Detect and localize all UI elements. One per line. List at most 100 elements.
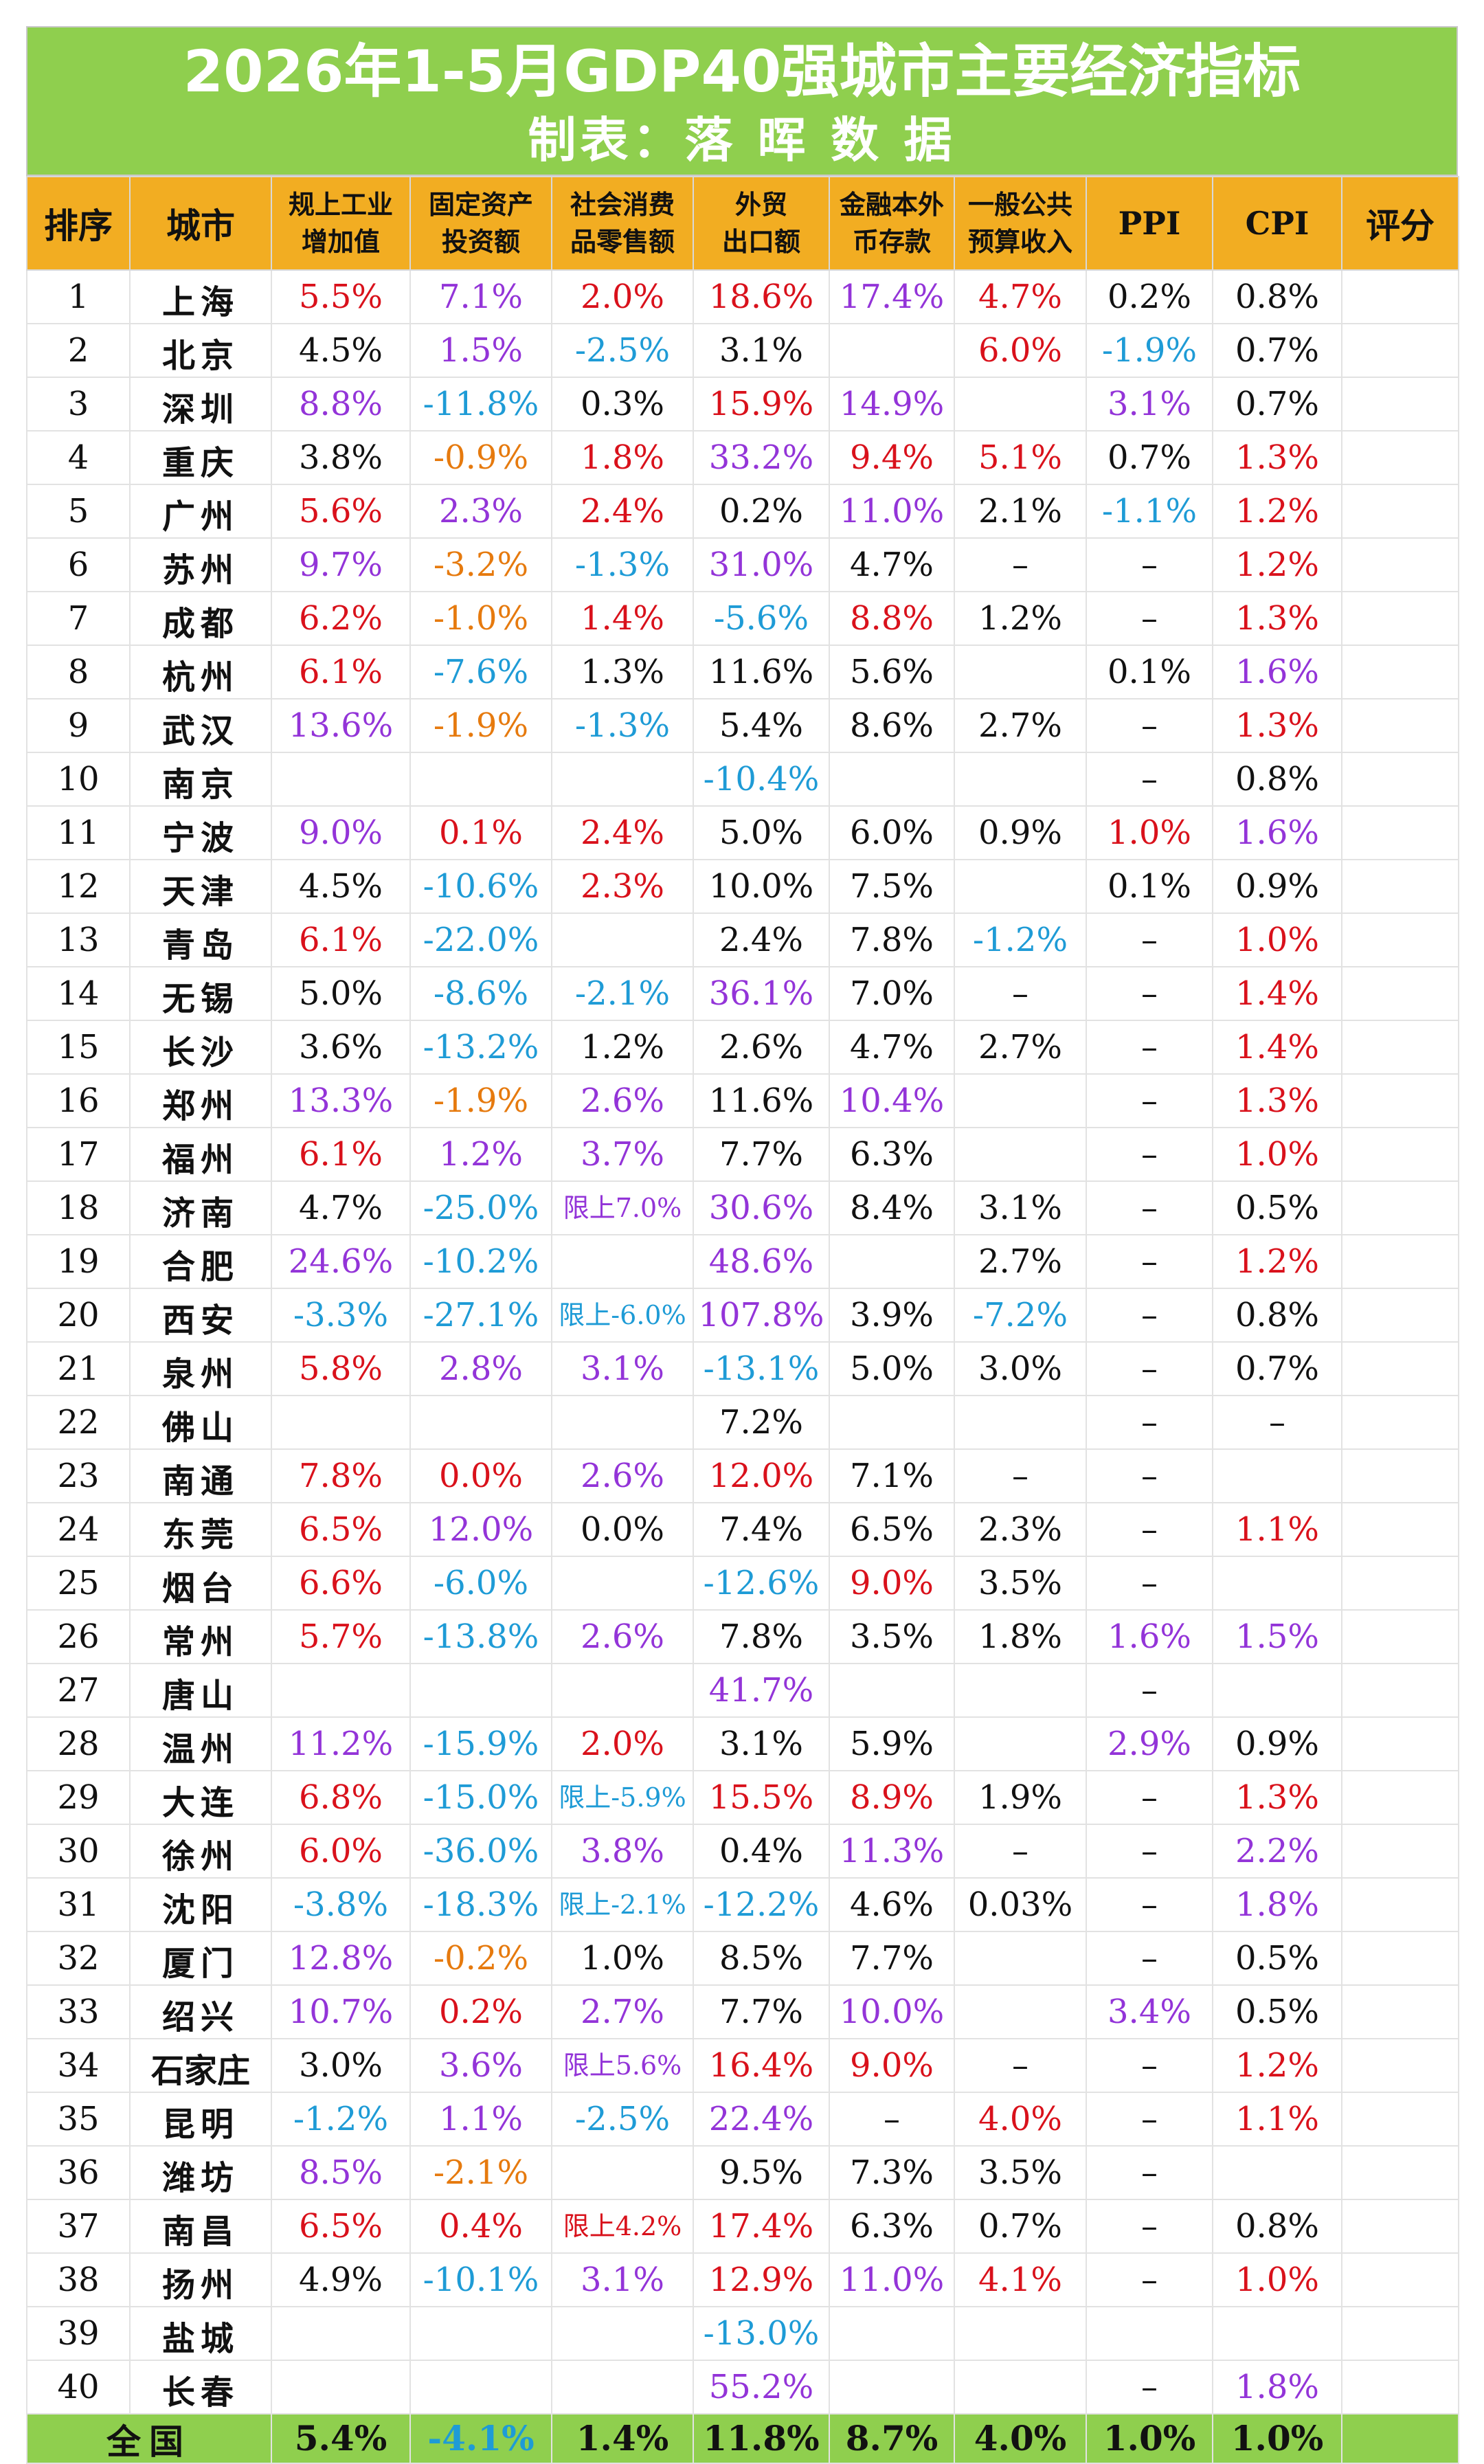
budget-revenue-cell: 2.3% — [954, 1502, 1087, 1557]
rank-cell: 30 — [26, 1824, 131, 1879]
industrial-output-cell: 9.7% — [271, 537, 411, 592]
table-row: 1 上海 5.5% 7.1% 2.0% 18.6% 17.4% 4.7% 0.2% 0.8% — [26, 269, 1459, 324]
score-cell — [1341, 2413, 1459, 2464]
cpi-cell: 1.1% — [1212, 1502, 1342, 1557]
rank-cell: 19 — [26, 1234, 131, 1289]
cpi-cell: 0.7% — [1212, 323, 1342, 378]
exports-cell: 36.1% — [693, 966, 830, 1021]
industrial-output-cell: 6.0% — [271, 1824, 411, 1879]
cpi-cell: 0.8% — [1212, 2199, 1342, 2254]
header-rank: 排序 — [26, 176, 131, 271]
budget-revenue-cell: 0.9% — [954, 805, 1087, 860]
exports-cell: 11.8% — [693, 2413, 830, 2464]
cpi-cell: 1.4% — [1212, 1020, 1342, 1075]
rank-cell: 2 — [26, 323, 131, 378]
budget-revenue-cell — [954, 2360, 1087, 2415]
cpi-cell: 0.8% — [1212, 269, 1342, 324]
table-row: 20 西安 -3.3% -27.1% 限上-6.0% 107.8% 3.9% -7.2% –0.… — [26, 1288, 1459, 1343]
budget-revenue-cell: – — [954, 537, 1087, 592]
rank-cell: 20 — [26, 1288, 131, 1343]
table-row: 38 扬州 4.9% -10.1% 3.1% 12.9% 11.0% 4.1% –1.0% — [26, 2252, 1459, 2307]
city-cell: 南通 — [129, 1448, 272, 1503]
ppi-cell: – — [1086, 1180, 1213, 1235]
city-cell: 潍坊 — [129, 2145, 272, 2200]
cpi-cell: – — [1212, 1395, 1342, 1450]
score-cell — [1341, 1502, 1459, 1557]
ppi-cell: – — [1086, 1877, 1213, 1932]
table-row: 7 成都 6.2% -1.0% 1.4% -5.6% 8.8% 1.2% –1.3% — [26, 591, 1459, 646]
city-cell: 石家庄 — [129, 2038, 272, 2093]
fixed-investment-cell: -11.8% — [409, 377, 552, 432]
budget-revenue-cell: 2.7% — [954, 698, 1087, 753]
rank-cell: 24 — [26, 1502, 131, 1557]
score-cell — [1341, 805, 1459, 860]
cpi-cell: 1.3% — [1212, 430, 1342, 485]
fixed-investment-cell: -6.0% — [409, 1556, 552, 1611]
industrial-output-cell — [271, 2306, 411, 2361]
score-cell — [1341, 1073, 1459, 1128]
header-line: 增加值 — [301, 227, 380, 257]
score-cell — [1341, 1448, 1459, 1503]
budget-revenue-cell: 5.1% — [954, 430, 1087, 485]
rank-cell: 4 — [26, 430, 131, 485]
table-row: 11 宁波 9.0% 0.1% 2.4% 5.0% 6.0% 0.9% 1.0% 1.6% — [26, 805, 1459, 860]
table-row: 19 合肥 24.6% -10.2% 48.6% 2.7% –1.2% — [26, 1234, 1459, 1289]
score-cell — [1341, 323, 1459, 378]
table-row: 14 无锡 5.0% -8.6% -2.1% 36.1% 7.0% – –1.4% — [26, 966, 1459, 1021]
city-cell: 济南 — [129, 1180, 272, 1235]
deposits-cell: 5.6% — [829, 645, 955, 699]
ppi-cell: – — [1086, 1234, 1213, 1289]
cpi-cell: 0.9% — [1212, 1716, 1342, 1771]
ppi-cell: – — [1086, 1288, 1213, 1343]
score-cell — [1341, 2360, 1459, 2415]
fixed-investment-cell: 3.6% — [409, 2038, 552, 2093]
budget-revenue-cell — [954, 2306, 1087, 2361]
city-cell: 深圳 — [129, 377, 272, 432]
fixed-investment-cell: 1.1% — [409, 2092, 552, 2147]
industrial-output-cell: 6.5% — [271, 1502, 411, 1557]
deposits-cell: 3.9% — [829, 1288, 955, 1343]
cpi-cell: 0.5% — [1212, 1984, 1342, 2039]
header-line: 固定资产 — [428, 190, 533, 220]
retail-sales-cell: 2.4% — [551, 484, 694, 539]
budget-revenue-cell: 3.5% — [954, 2145, 1087, 2200]
table-row: 25 烟台 6.6% -6.0% -12.6% 9.0% 3.5% – — [26, 1556, 1459, 1611]
retail-sales-cell: 2.7% — [551, 1984, 694, 2039]
ppi-cell: – — [1086, 1824, 1213, 1879]
city-cell: 重庆 — [129, 430, 272, 485]
rank-cell: 40 — [26, 2360, 131, 2415]
fixed-investment-cell: -25.0% — [409, 1180, 552, 1235]
industrial-output-cell: -1.2% — [271, 2092, 411, 2147]
score-cell — [1341, 2145, 1459, 2200]
ppi-cell: – — [1086, 2199, 1213, 2254]
city-cell: 青岛 — [129, 912, 272, 967]
deposits-cell: 6.0% — [829, 805, 955, 860]
industrial-output-cell: 8.5% — [271, 2145, 411, 2200]
table-row: 40 长春 55.2% –1.8% — [26, 2360, 1459, 2415]
exports-cell: -5.6% — [693, 591, 830, 646]
industrial-output-cell: 5.5% — [271, 269, 411, 324]
retail-sales-cell: 1.3% — [551, 645, 694, 699]
rank-cell: 28 — [26, 1716, 131, 1771]
header-retail-sales: 社会消费 品零售额 — [551, 176, 694, 271]
retail-sales-cell: -2.1% — [551, 966, 694, 1021]
fixed-investment-cell: -0.2% — [409, 1931, 552, 1986]
ppi-cell: 1.6% — [1086, 1609, 1213, 1664]
rank-cell: 27 — [26, 1663, 131, 1718]
industrial-output-cell — [271, 1395, 411, 1450]
retail-sales-cell: 3.1% — [551, 2252, 694, 2307]
table-row: 4 重庆 3.8% -0.9% 1.8% 33.2% 9.4% 5.1% 0.7% 1.3% — [26, 430, 1459, 485]
industrial-output-cell: 6.1% — [271, 912, 411, 967]
exports-cell: 3.1% — [693, 323, 830, 378]
industrial-output-cell: 5.6% — [271, 484, 411, 539]
cpi-cell: 1.3% — [1212, 1770, 1342, 1825]
ppi-cell: -1.9% — [1086, 323, 1213, 378]
exports-cell: 5.4% — [693, 698, 830, 753]
cpi-cell: 1.0% — [1212, 912, 1342, 967]
deposits-cell: 9.4% — [829, 430, 955, 485]
rank-cell: 34 — [26, 2038, 131, 2093]
retail-sales-cell — [551, 1234, 694, 1289]
cpi-cell: 1.0% — [1212, 1127, 1342, 1182]
industrial-output-cell: 4.9% — [271, 2252, 411, 2307]
rank-cell: 37 — [26, 2199, 131, 2254]
